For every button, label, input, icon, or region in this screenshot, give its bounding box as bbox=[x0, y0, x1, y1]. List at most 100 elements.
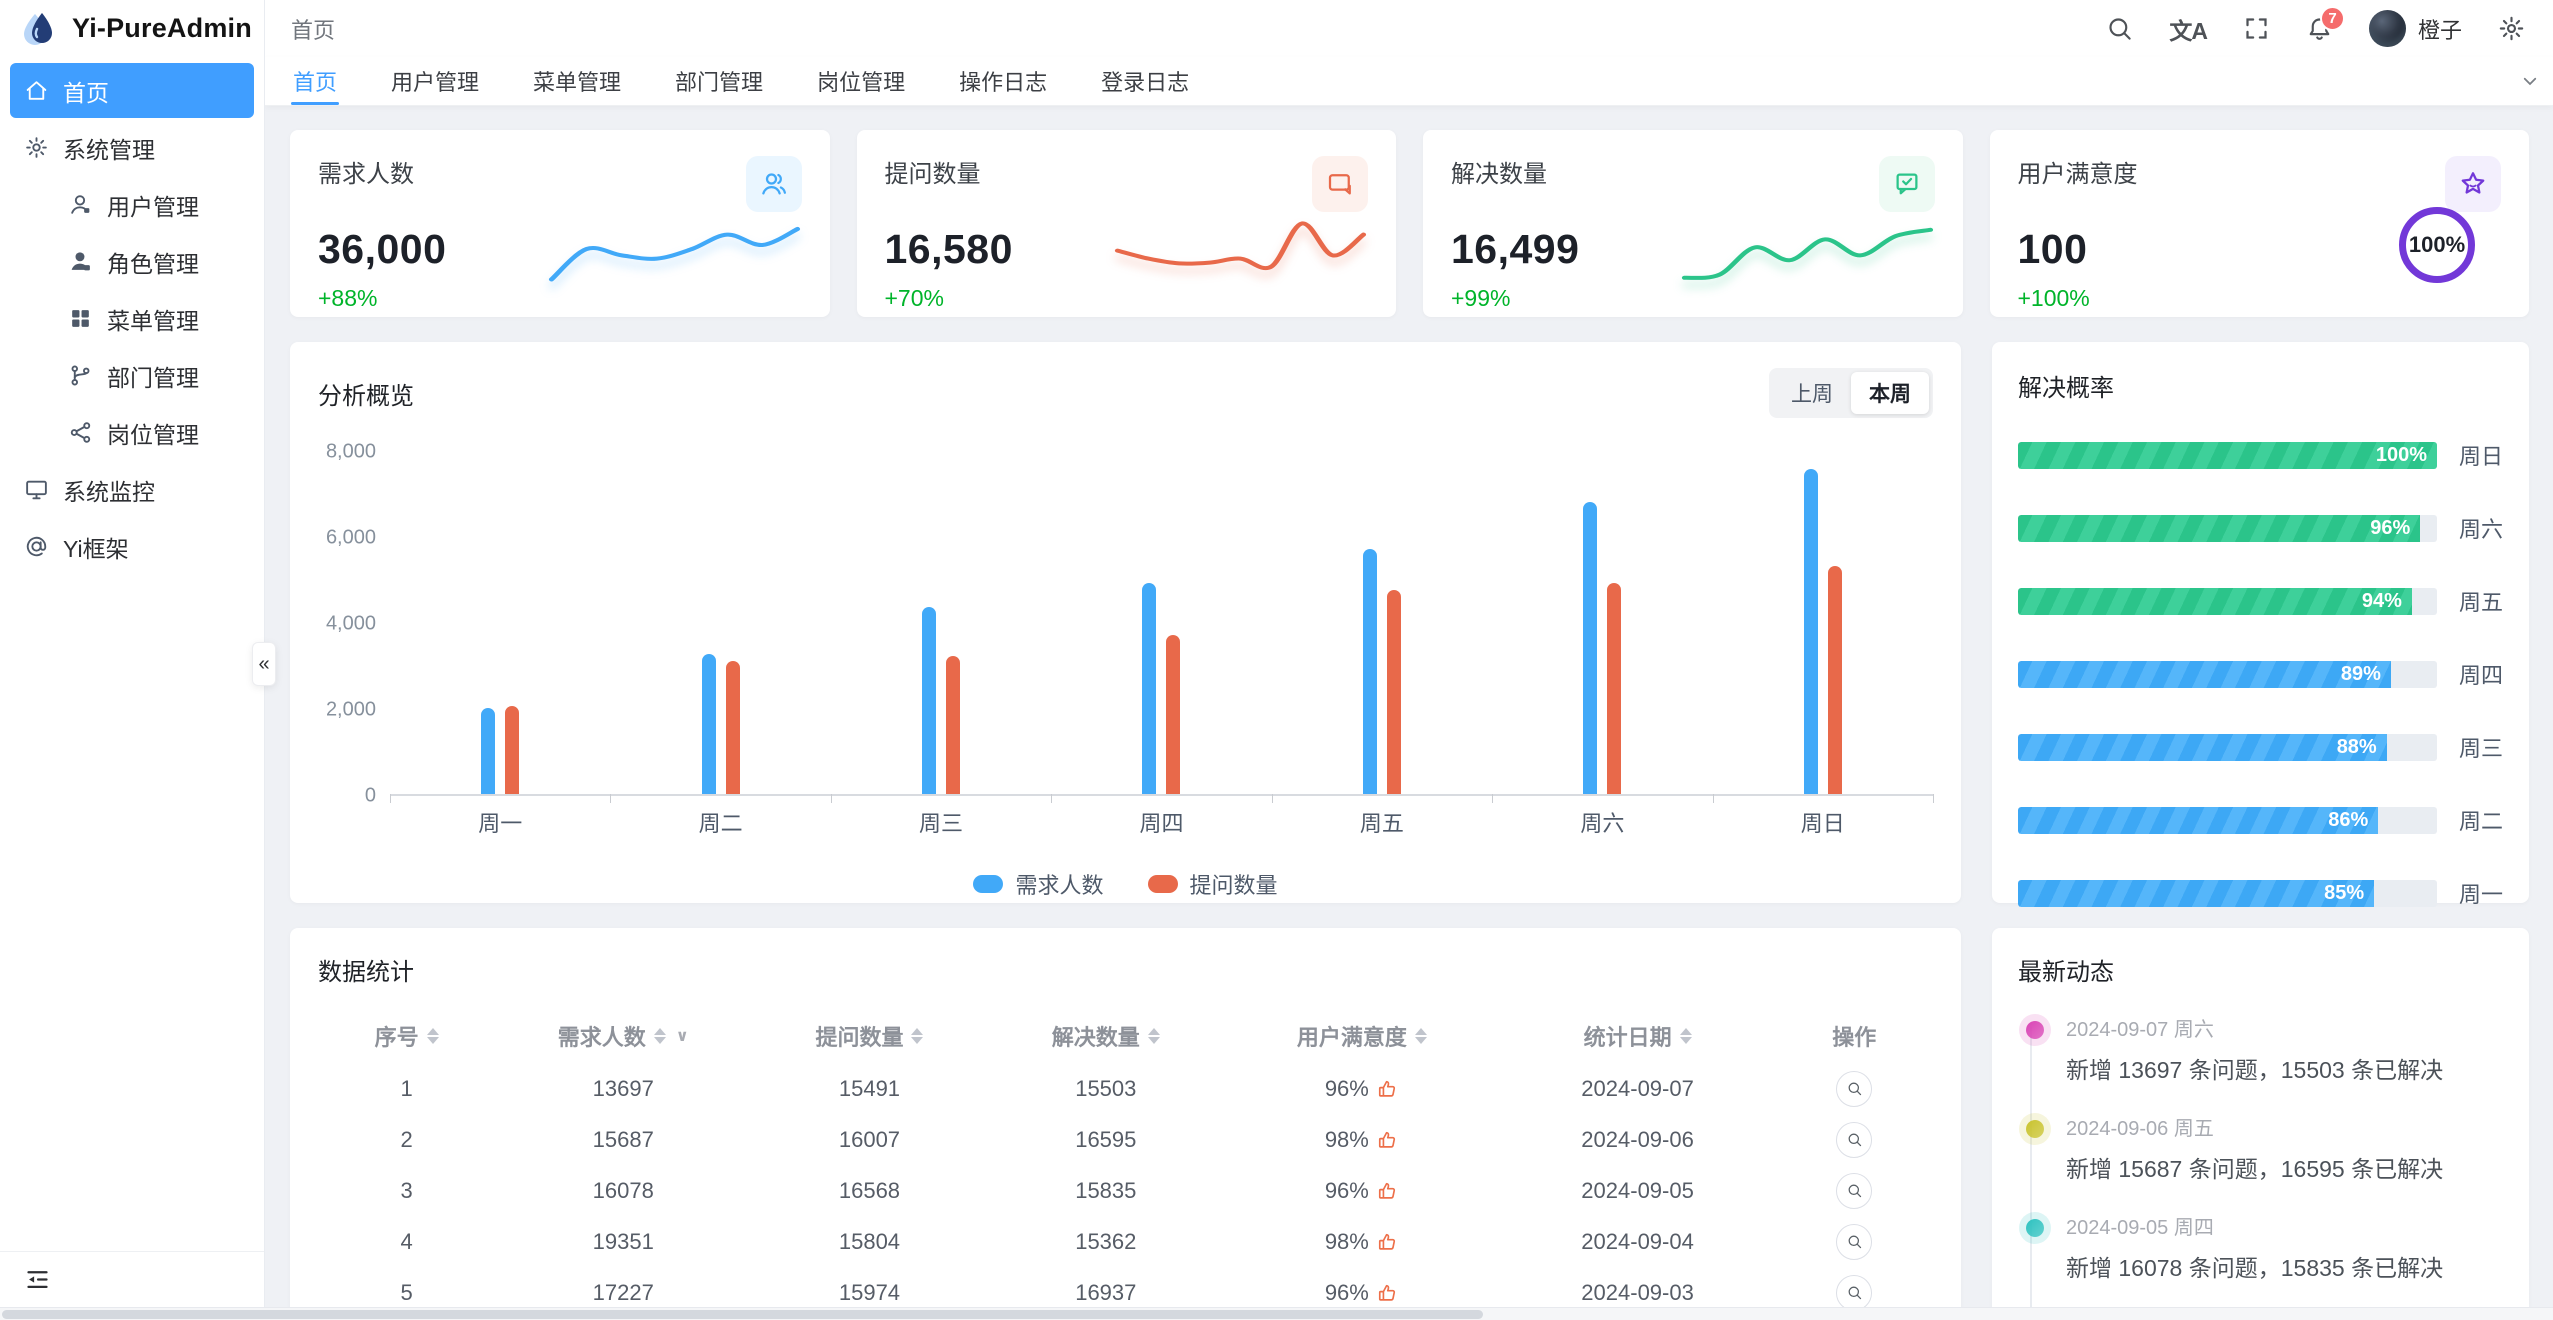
tab-0[interactable]: 首页 bbox=[291, 57, 340, 105]
sidebar-footer bbox=[0, 1251, 264, 1307]
solve-bar-周日: 100% 周日 bbox=[2018, 439, 2503, 471]
timeline-text: 新增 15687 条问题，16595 条已解决 bbox=[2066, 1156, 2444, 1182]
row-view-button[interactable] bbox=[1836, 1070, 1873, 1107]
settings-gear-icon[interactable] bbox=[2498, 15, 2525, 42]
bar-group-5 bbox=[1492, 452, 1712, 794]
tab-1[interactable]: 用户管理 bbox=[391, 70, 480, 95]
stat-card-0: 需求人数 36,000 +88% bbox=[290, 130, 830, 317]
sort-caret-icon[interactable] bbox=[653, 1028, 666, 1044]
legend-item[interactable]: 需求人数 bbox=[973, 868, 1104, 900]
filter-chevron-icon[interactable]: ∨ bbox=[675, 1028, 689, 1045]
timeline-date: 2024-09-06 周五 bbox=[2066, 1118, 2214, 1140]
table-row: 1 13697 15491 15503 96% 2024-09-07 bbox=[318, 1063, 1933, 1114]
thumbs-up-icon bbox=[1377, 1180, 1399, 1202]
timeline-item: 2024-09-05 周四 新增 16078 条问题，15835 条已解决 bbox=[2022, 1211, 2503, 1283]
legend-item[interactable]: 提问数量 bbox=[1147, 868, 1278, 900]
table-row: 4 19351 15804 15362 98% 2024-09-04 bbox=[318, 1216, 1933, 1267]
sidebar-item-3[interactable]: Yi框架 bbox=[10, 519, 254, 574]
sidebar-subitem-1-2[interactable]: 菜单管理 bbox=[10, 291, 254, 346]
chart-plot-area bbox=[390, 452, 1934, 803]
row-view-button[interactable] bbox=[1836, 1274, 1873, 1311]
sidebar-item-0[interactable]: 首页 bbox=[10, 63, 254, 118]
chat-icon bbox=[1312, 156, 1368, 212]
tabs-chevron-down-icon[interactable] bbox=[2507, 57, 2553, 105]
row-view-button[interactable] bbox=[1836, 1121, 1873, 1158]
sidebar-item-1[interactable]: 系统管理 bbox=[10, 120, 254, 175]
solve-bar-周一: 85% 周一 bbox=[2018, 877, 2503, 909]
sidebar-subitem-1-0[interactable]: 用户管理 bbox=[10, 177, 254, 232]
stat-cards-row: 需求人数 36,000 +88% 提问数量 16,580 +70% 解决数量 1… bbox=[290, 130, 2529, 317]
x-axis-label: 周日 bbox=[1800, 811, 1845, 836]
table-row: 5 17227 15974 16937 96% 2024-09-03 bbox=[318, 1267, 1933, 1318]
table-header-需求人数: 需求人数 ∨ bbox=[557, 1025, 689, 1050]
user-menu[interactable]: 橙子 bbox=[2368, 10, 2462, 47]
table-header-统计日期: 统计日期 bbox=[1500, 1020, 1776, 1052]
scrollbar-thumb[interactable] bbox=[2, 1310, 1483, 1319]
row-view-button[interactable] bbox=[1836, 1172, 1873, 1209]
sidebar-item-2[interactable]: 系统监控 bbox=[10, 462, 254, 517]
timeline-text: 新增 13697 条问题，15503 条已解决 bbox=[2066, 1057, 2444, 1083]
solve-day-label: 周二 bbox=[2458, 809, 2503, 834]
sort-caret-icon[interactable] bbox=[911, 1028, 924, 1044]
sort-caret-icon[interactable] bbox=[1147, 1028, 1160, 1044]
table-header-提问数量: 提问数量 bbox=[751, 1020, 987, 1052]
toggle-option-1[interactable]: 本周 bbox=[1851, 372, 1929, 414]
timeline-text: 新增 16078 条问题，15835 条已解决 bbox=[2066, 1255, 2444, 1281]
row-view-button[interactable] bbox=[1836, 1223, 1873, 1260]
stat-card-title: 用户满意度 bbox=[2017, 161, 2138, 188]
sidebar-subitem-1-3[interactable]: 部门管理 bbox=[10, 348, 254, 403]
tab-3[interactable]: 部门管理 bbox=[675, 70, 764, 95]
thumbs-up-icon bbox=[1377, 1231, 1399, 1253]
translate-icon[interactable]: 文A bbox=[2169, 12, 2208, 46]
menu-fold-icon[interactable] bbox=[24, 1266, 51, 1293]
sidebar: Yi-PureAdmin 首页 系统管理 用户管理 角色管理 菜单管理 bbox=[0, 0, 276, 1320]
timeline-date: 2024-09-05 周四 bbox=[2066, 1217, 2214, 1239]
sidebar-collapse-handle[interactable]: « bbox=[252, 642, 276, 686]
sort-caret-icon[interactable] bbox=[1679, 1028, 1692, 1044]
bar-group-1 bbox=[610, 452, 830, 794]
table-title: 数据统计 bbox=[318, 959, 414, 986]
x-axis-label: 周二 bbox=[698, 811, 743, 836]
user-filled-icon bbox=[68, 249, 93, 274]
users-icon bbox=[745, 156, 802, 212]
solve-rate-title: 解决概率 bbox=[2018, 375, 2114, 402]
tab-6[interactable]: 登录日志 bbox=[1101, 70, 1190, 95]
horizontal-scrollbar[interactable] bbox=[0, 1307, 2553, 1320]
stat-card-delta: +70% bbox=[884, 285, 944, 311]
x-axis-label: 周一 bbox=[478, 811, 523, 836]
breadcrumb: 首页 bbox=[291, 17, 336, 43]
at-icon bbox=[24, 534, 49, 559]
sparkline bbox=[1114, 221, 1367, 270]
sort-caret-icon[interactable] bbox=[1414, 1028, 1427, 1044]
tab-4[interactable]: 岗位管理 bbox=[817, 70, 906, 95]
bar-提问数量-周四 bbox=[1166, 634, 1181, 794]
table-header-操作: 操作 bbox=[1832, 1025, 1877, 1050]
bar-group-0 bbox=[390, 452, 610, 794]
page-content: 需求人数 36,000 +88% 提问数量 16,580 +70% 解决数量 1… bbox=[265, 106, 2553, 1320]
sidebar-subitem-1-1[interactable]: 角色管理 bbox=[10, 234, 254, 289]
bar-需求人数-周一 bbox=[481, 708, 496, 794]
tab-2[interactable]: 菜单管理 bbox=[533, 70, 622, 95]
bar-提问数量-周一 bbox=[505, 705, 520, 794]
sort-caret-icon[interactable] bbox=[426, 1028, 439, 1044]
bar-需求人数-周日 bbox=[1803, 469, 1818, 794]
sidebar-subitem-1-4[interactable]: 岗位管理 bbox=[10, 405, 254, 460]
stat-card-title: 需求人数 bbox=[318, 161, 414, 188]
timeline: 2024-09-07 周六 新增 13697 条问题，15503 条已解决 20… bbox=[2018, 1013, 2503, 1320]
header-actions: 文A 7 橙子 bbox=[2106, 6, 2525, 47]
x-axis-label: 周六 bbox=[1580, 811, 1625, 836]
table-row: 2 15687 16007 16595 98% 2024-09-06 bbox=[318, 1114, 1933, 1165]
logo[interactable]: Yi-PureAdmin bbox=[0, 0, 264, 57]
bar-group-3 bbox=[1051, 452, 1271, 794]
tab-5[interactable]: 操作日志 bbox=[959, 70, 1048, 95]
fullscreen-icon[interactable] bbox=[2243, 15, 2270, 42]
week-toggle: 上周 本周 bbox=[1769, 368, 1933, 418]
table-header-序号: 序号 bbox=[318, 1020, 495, 1052]
solve-day-label: 周三 bbox=[2458, 736, 2503, 761]
toggle-option-0[interactable]: 上周 bbox=[1791, 383, 1833, 406]
x-axis-label: 周三 bbox=[919, 811, 964, 836]
gear-icon bbox=[24, 135, 49, 160]
bar-需求人数-周六 bbox=[1583, 501, 1598, 794]
notification-bell-icon[interactable]: 7 bbox=[2306, 6, 2345, 42]
search-icon[interactable] bbox=[2106, 15, 2133, 42]
